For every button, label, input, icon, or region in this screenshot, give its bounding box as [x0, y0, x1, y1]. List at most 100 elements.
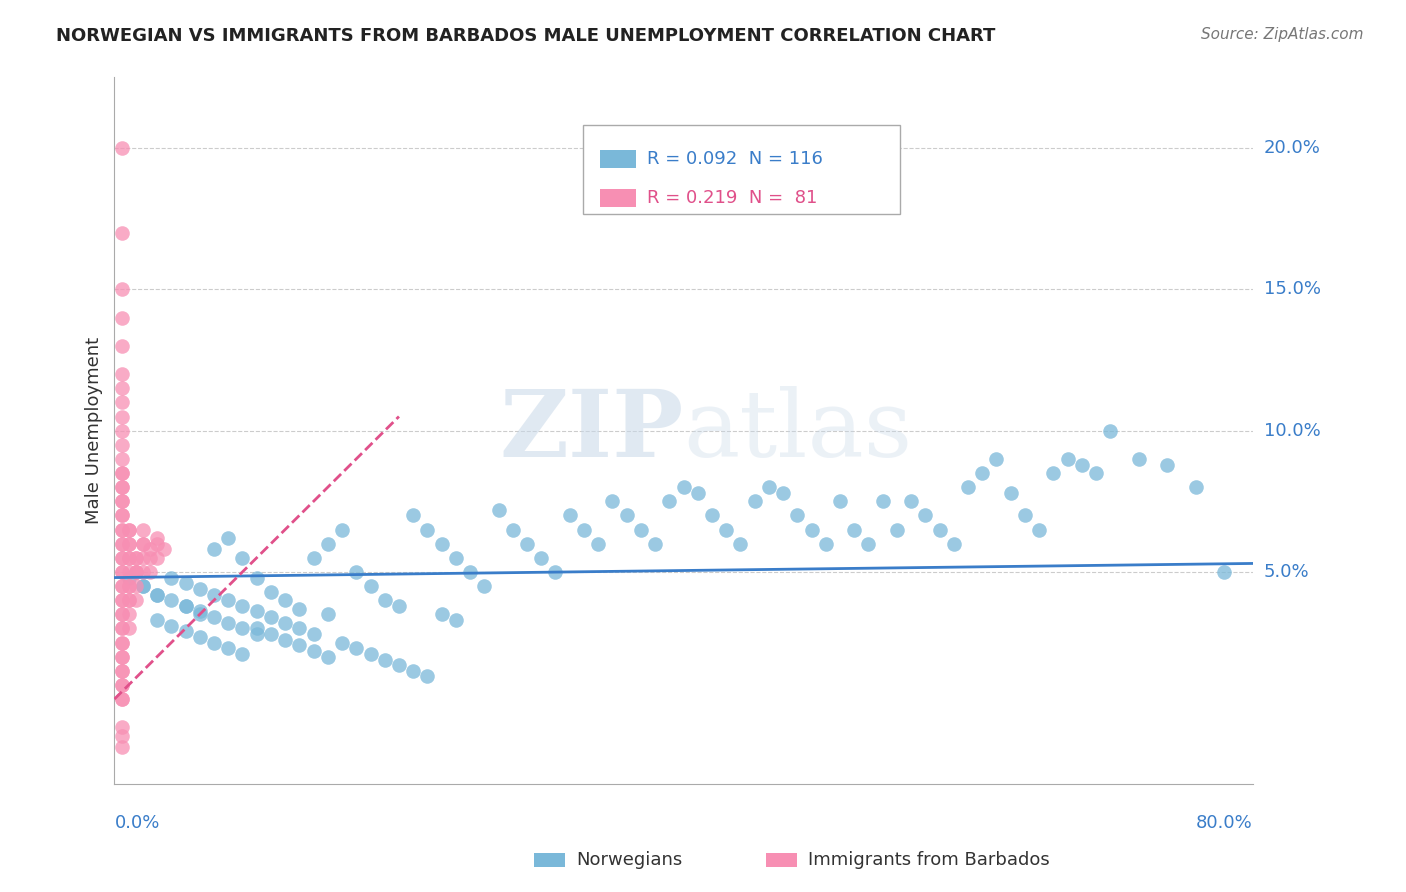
Point: [1156, 458, 1178, 472]
Point: [174, 576, 197, 591]
Point: [160, 571, 183, 585]
Point: [110, 607, 132, 622]
Point: [110, 395, 132, 409]
Point: [828, 494, 851, 508]
Point: [125, 593, 148, 607]
Point: [260, 610, 283, 624]
Point: [117, 536, 139, 550]
Point: [231, 622, 253, 636]
Point: [714, 523, 737, 537]
Point: [117, 607, 139, 622]
Point: [110, 678, 132, 692]
Point: [744, 494, 766, 508]
Point: [316, 649, 339, 664]
Point: [160, 593, 183, 607]
Point: [800, 523, 823, 537]
Point: [110, 409, 132, 424]
Point: [1070, 458, 1092, 472]
Point: [132, 536, 155, 550]
Point: [374, 652, 396, 666]
Point: [174, 599, 197, 613]
Point: [260, 627, 283, 641]
Point: [217, 531, 239, 545]
Point: [125, 565, 148, 579]
Point: [772, 485, 794, 500]
Point: [957, 480, 980, 494]
Point: [117, 593, 139, 607]
Point: [231, 550, 253, 565]
Point: [986, 451, 1008, 466]
Point: [586, 536, 609, 550]
Point: [416, 523, 439, 537]
Point: [146, 613, 169, 627]
Point: [146, 550, 169, 565]
Point: [217, 641, 239, 656]
Point: [942, 536, 965, 550]
Point: [430, 536, 453, 550]
Point: [1213, 565, 1236, 579]
Text: 10.0%: 10.0%: [1264, 422, 1320, 440]
Point: [886, 523, 908, 537]
Point: [110, 466, 132, 480]
Point: [188, 630, 211, 644]
Point: [110, 451, 132, 466]
Point: [730, 536, 752, 550]
Point: [274, 632, 297, 647]
Point: [146, 588, 169, 602]
Point: [110, 740, 132, 755]
Point: [274, 593, 297, 607]
Point: [110, 550, 132, 565]
Point: [1128, 451, 1150, 466]
Point: [558, 508, 581, 523]
Text: 15.0%: 15.0%: [1264, 280, 1320, 298]
Point: [630, 523, 652, 537]
Point: [110, 310, 132, 325]
Point: [110, 523, 132, 537]
Point: [914, 508, 936, 523]
Point: [344, 565, 367, 579]
Point: [928, 523, 950, 537]
Point: [125, 550, 148, 565]
Point: [110, 508, 132, 523]
Text: Norwegians: Norwegians: [576, 851, 683, 869]
Point: [110, 226, 132, 240]
Point: [160, 618, 183, 632]
Point: [174, 599, 197, 613]
Point: [125, 579, 148, 593]
Point: [110, 367, 132, 381]
Point: [188, 582, 211, 596]
Point: [110, 635, 132, 649]
Point: [110, 536, 132, 550]
Point: [110, 593, 132, 607]
Point: [110, 494, 132, 508]
Text: 80.0%: 80.0%: [1197, 814, 1253, 832]
Point: [402, 508, 425, 523]
Point: [117, 579, 139, 593]
Point: [110, 635, 132, 649]
Point: [700, 508, 723, 523]
Point: [153, 542, 176, 557]
Point: [672, 480, 695, 494]
Point: [316, 607, 339, 622]
Point: [110, 536, 132, 550]
Point: [844, 523, 866, 537]
Point: [188, 605, 211, 619]
Point: [302, 627, 325, 641]
Text: Immigrants from Barbados: Immigrants from Barbados: [808, 851, 1050, 869]
Y-axis label: Male Unemployment: Male Unemployment: [86, 337, 103, 524]
Point: [288, 639, 311, 653]
Point: [117, 550, 139, 565]
Text: atlas: atlas: [683, 385, 912, 475]
Point: [302, 550, 325, 565]
Point: [814, 536, 837, 550]
Point: [360, 647, 382, 661]
Point: [872, 494, 894, 508]
Point: [139, 550, 162, 565]
Point: [416, 669, 439, 683]
Text: 20.0%: 20.0%: [1264, 139, 1320, 157]
Point: [117, 523, 139, 537]
Point: [110, 649, 132, 664]
Point: [758, 480, 780, 494]
Point: [786, 508, 808, 523]
Point: [374, 593, 396, 607]
